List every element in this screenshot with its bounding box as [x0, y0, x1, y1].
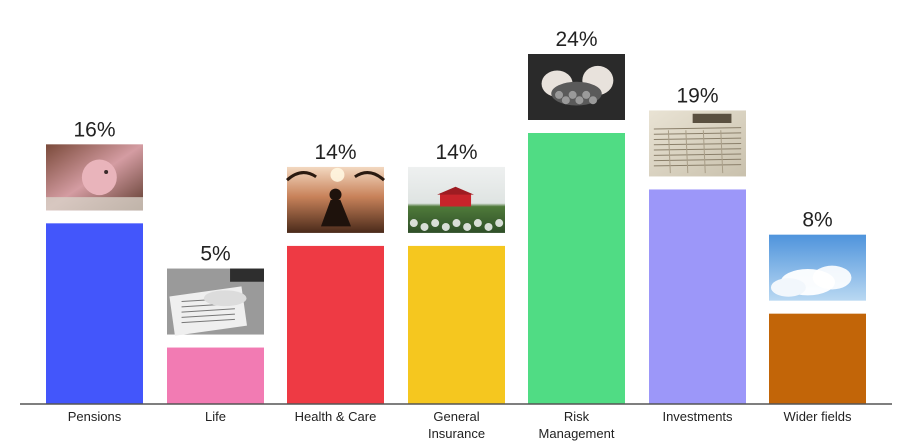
bar-3	[408, 245, 505, 404]
category-label-5: Investments	[662, 409, 733, 424]
bar-2	[287, 245, 384, 404]
value-label-2: 14%	[314, 141, 356, 164]
value-label-0: 16%	[73, 118, 115, 141]
sky-clouds-photo	[769, 234, 866, 301]
yoga-silhouette-photo	[285, 166, 386, 233]
value-label-1: 5%	[200, 243, 230, 266]
category-label-4-line-1: Management	[539, 426, 615, 441]
value-label-3: 14%	[435, 141, 477, 164]
bar-4	[528, 133, 625, 404]
bar-0	[46, 223, 143, 404]
hands-over-coins-photo	[528, 54, 625, 120]
category-label-2: Health & Care	[295, 409, 377, 424]
signing-document-photo	[167, 268, 264, 336]
newspaper-photo	[649, 110, 746, 177]
category-label-3-line-0: General	[433, 409, 479, 424]
bar-6	[769, 313, 866, 404]
category-label-0: Pensions	[68, 409, 122, 424]
category-label-4-line-0: Risk	[564, 409, 590, 424]
value-label-4: 24%	[555, 28, 597, 51]
value-label-6: 8%	[802, 209, 832, 232]
category-label-1: Life	[205, 409, 226, 424]
piggy-bank-photo	[46, 144, 143, 211]
value-label-5: 19%	[676, 84, 718, 107]
category-label-3-line-1: Insurance	[428, 426, 485, 441]
red-house-field-photo	[408, 166, 505, 233]
bar-5	[649, 189, 746, 404]
category-label-6: Wider fields	[784, 409, 852, 424]
bar-1	[167, 347, 264, 404]
